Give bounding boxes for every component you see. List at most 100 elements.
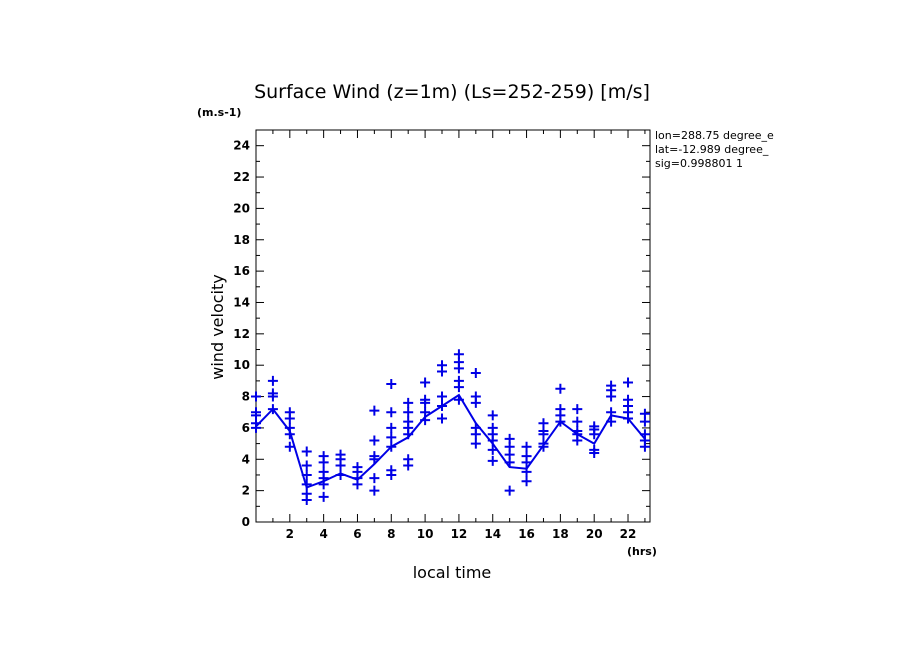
y-tick-label: 0: [242, 515, 250, 529]
scatter-point: [251, 407, 261, 418]
scatter-point: [572, 416, 583, 427]
scatter-point: [572, 404, 583, 415]
scatter-point: [284, 441, 295, 452]
scatter-point: [437, 400, 448, 411]
scatter-point: [606, 407, 617, 418]
y-tick-label: 20: [233, 201, 250, 215]
scatter-point: [301, 488, 312, 499]
scatter-point: [437, 413, 448, 424]
scatter-point: [639, 408, 650, 419]
scatter-point: [369, 435, 380, 446]
scatter-point: [386, 465, 397, 476]
scatter-point: [369, 405, 380, 416]
scatter-point: [318, 491, 329, 502]
scatter-point: [606, 416, 617, 427]
scatter-point: [437, 391, 448, 402]
scatter-point: [267, 375, 278, 386]
x-tick-label: 12: [451, 527, 468, 541]
x-tick-label: 14: [484, 527, 501, 541]
scatter-point: [504, 485, 515, 496]
y-tick-label: 16: [233, 264, 250, 278]
y-tick-label: 2: [242, 484, 250, 498]
x-tick-label: 8: [387, 527, 395, 541]
y-tick-label: 10: [233, 358, 250, 372]
x-unit-label: (hrs): [627, 545, 657, 558]
scatter-point: [251, 391, 261, 402]
scatter-point: [386, 407, 397, 418]
scatter-point: [470, 391, 481, 402]
x-tick-label: 10: [417, 527, 434, 541]
scatter-point: [403, 454, 414, 465]
scatter-point: [487, 410, 498, 421]
scatter-point: [284, 407, 295, 418]
x-tick-label: 20: [586, 527, 603, 541]
y-tick-label: 18: [233, 233, 250, 247]
info-sig: sig=0.998801 1: [655, 157, 743, 170]
y-tick-label: 6: [242, 421, 250, 435]
scatter-point: [487, 422, 498, 433]
scatter-point: [453, 375, 464, 386]
y-tick-label: 22: [233, 170, 250, 184]
scatter-point: [420, 377, 431, 388]
scatter-point: [335, 449, 346, 460]
y-unit-label: (m.s-1): [197, 106, 241, 119]
scatter-point: [301, 479, 312, 490]
y-tick-label: 12: [233, 327, 250, 341]
info-clip-mask: [780, 125, 904, 175]
x-tick-label: 4: [319, 527, 327, 541]
scatter-point: [589, 421, 600, 432]
scatter-point: [470, 368, 481, 379]
scatter-point: [386, 379, 397, 390]
scatter-point: [267, 404, 278, 415]
scatter-point: [301, 469, 312, 480]
scatter-point: [403, 416, 414, 427]
scatter-point: [538, 438, 549, 449]
scatter-point: [572, 426, 583, 437]
scatter-point: [453, 394, 464, 405]
scatter-point: [301, 460, 312, 471]
chart-title: Surface Wind (z=1m) (Ls=252-259) [m/s]: [254, 81, 650, 103]
x-tick-label: 2: [286, 527, 294, 541]
y-tick-label: 4: [242, 452, 250, 466]
series-mean-line: [255, 393, 646, 489]
scatter-point: [521, 476, 532, 487]
scatter-point: [437, 360, 448, 371]
info-lat: lat=-12.989 degree_: [655, 143, 769, 156]
scatter-point: [487, 444, 498, 455]
x-tick-label: 16: [518, 527, 535, 541]
scatter-point: [318, 466, 329, 477]
plot-frame: [255, 129, 651, 523]
scatter-point: [538, 418, 549, 429]
scatter-point: [623, 394, 634, 405]
scatter-point: [420, 407, 431, 418]
scatter-point: [352, 462, 363, 473]
x-axis-label: local time: [413, 563, 492, 582]
y-axis-label: wind velocity: [208, 274, 227, 379]
scatter-point: [386, 432, 397, 443]
scatter-point: [386, 422, 397, 433]
scatter-point: [521, 441, 532, 452]
scatter-point: [369, 485, 380, 496]
scatter-point: [267, 388, 278, 399]
x-tick-label: 6: [353, 527, 361, 541]
y-tick-label: 14: [233, 295, 250, 309]
scatter-point: [470, 438, 481, 449]
scatter-point: [623, 377, 634, 388]
scatter-point: [555, 383, 566, 394]
x-tick-label: 18: [552, 527, 569, 541]
scatter-point: [318, 451, 329, 462]
scatter-point: [335, 469, 346, 480]
info-lon: lon=288.75 degree_e: [655, 129, 774, 142]
scatter-point: [521, 451, 532, 462]
scatter-point: [453, 349, 464, 360]
scatter-point: [301, 446, 312, 457]
scatter-point: [369, 473, 380, 484]
scatter-point: [606, 380, 617, 391]
scatter-point: [470, 422, 481, 433]
scatter-point: [639, 429, 650, 440]
scatter-point: [521, 466, 532, 477]
scatter-point: [386, 441, 397, 452]
scatter-point: [487, 455, 498, 466]
